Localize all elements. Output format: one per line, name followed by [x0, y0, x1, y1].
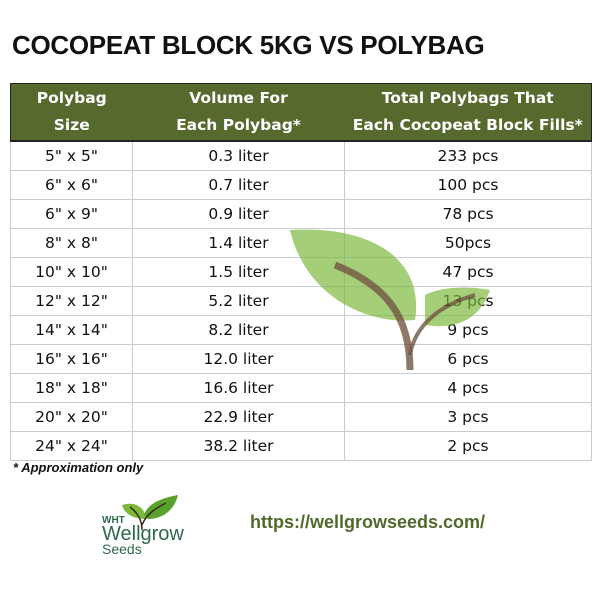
header-line: Each Cocopeat Block Fills* [352, 116, 583, 134]
volume-cell: 22.9 liter [132, 402, 345, 432]
table-row: 6" x 9" 0.9 liter 78 pcs [10, 199, 592, 229]
page-title: COCOPEAT BLOCK 5KG VS POLYBAG [12, 30, 485, 60]
column-header: Total Polybags That Each Cocopeat Block F… [344, 83, 592, 142]
table-row: 14" x 14" 8.2 liter 9 pcs [10, 315, 592, 345]
leaf-watermark-icon [290, 229, 490, 371]
size-cell: 14" x 14" [10, 315, 133, 345]
header-line: Size [53, 116, 90, 134]
column-header: Polybag Size [10, 83, 133, 142]
size-cell: 12" x 12" [10, 286, 133, 316]
logo-seeds: Seeds [102, 541, 142, 557]
size-cell: 24" x 24" [10, 431, 133, 461]
volume-cell: 16.6 liter [132, 373, 345, 403]
logo-leaf-icon [122, 495, 178, 530]
approximation-note: * Approximation only [13, 460, 144, 475]
volume-cell: 8.2 liter [132, 315, 345, 345]
size-cell: 18" x 18" [10, 373, 133, 403]
count-cell: 3 pcs [344, 402, 592, 432]
header-line: Each Polybag* [176, 116, 301, 134]
size-cell: 16" x 16" [10, 344, 133, 374]
header-line: Volume For [189, 89, 288, 107]
count-cell: 4 pcs [344, 373, 592, 403]
wellgrow-logo: WHT Wellgrow Seeds [100, 495, 200, 560]
count-cell: 233 pcs [344, 141, 592, 171]
table-row: 5" x 5" 0.3 liter 233 pcs [10, 141, 592, 171]
table-row: 18" x 18" 16.6 liter 4 pcs [10, 373, 592, 403]
table-row: 16" x 16" 12.0 liter 6 pcs [10, 344, 592, 374]
header-line: Total Polybags That [381, 89, 554, 107]
size-cell: 10" x 10" [10, 257, 133, 287]
volume-cell: 38.2 liter [132, 431, 345, 461]
table-row: 24" x 24" 38.2 liter 2 pcs [10, 431, 592, 461]
table-row: 20" x 20" 22.9 liter 3 pcs [10, 402, 592, 432]
website-url[interactable]: https://wellgrowseeds.com/ [250, 512, 486, 532]
volume-cell: 5.2 liter [132, 286, 345, 316]
count-cell: 2 pcs [344, 431, 592, 461]
size-cell: 20" x 20" [10, 402, 133, 432]
count-cell: 78 pcs [344, 199, 592, 229]
logo-wht: WHT [102, 515, 125, 526]
size-cell: 8" x 8" [10, 228, 133, 258]
table-row: 6" x 6" 0.7 liter 100 pcs [10, 170, 592, 200]
size-cell: 5" x 5" [10, 141, 133, 171]
volume-cell: 0.3 liter [132, 141, 345, 171]
header-line: Polybag [36, 89, 107, 107]
size-cell: 6" x 6" [10, 170, 133, 200]
logo-wellgrow: Wellgrow [102, 523, 184, 545]
size-cell: 6" x 9" [10, 199, 133, 229]
column-header: Volume For Each Polybag* [132, 83, 345, 142]
comparison-table: Polybag Size Volume For Each Polybag* Total … [10, 83, 592, 461]
count-cell: 100 pcs [344, 170, 592, 200]
volume-cell: 0.7 liter [132, 170, 345, 200]
